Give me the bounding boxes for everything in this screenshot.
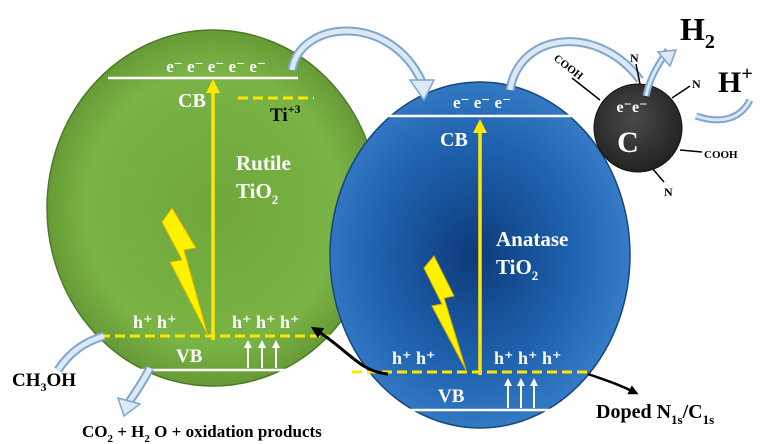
carbon-group-cooh-left: COOH <box>551 52 585 82</box>
carbon-group-cooh-right: COOH <box>704 149 738 161</box>
hplus-label: H+ <box>718 63 753 99</box>
lightning-icon <box>161 207 209 337</box>
anatase-cb-electrons: e⁻ e⁻ e⁻ <box>453 93 511 112</box>
hole-transfer-arrow <box>310 326 389 376</box>
doping-label: Doped N1s/C1s <box>596 401 714 427</box>
carbon-group-n-right: N <box>692 77 701 91</box>
carbon-group-n-bottom: N <box>664 185 673 199</box>
anatase-name: Anatase <box>496 227 568 251</box>
rutile-vb-label: VB <box>176 346 203 367</box>
rutile-formula: TiO2 <box>236 179 278 207</box>
anatase-particle: e⁻ e⁻ e⁻ CB Anatase TiO2 h⁺ h⁺ h⁺ h⁺ h⁺ … <box>329 81 631 429</box>
rutile-defect-label: Ti+3 <box>270 102 300 126</box>
anatase-holes-right: h⁺ h⁺ h⁺ <box>494 348 562 368</box>
anatase-vb-label: VB <box>438 386 465 407</box>
carbon-label: C <box>617 126 639 159</box>
oxidation-products-label: CO2 + H2 O + oxidation products <box>82 422 322 444</box>
methanol-arrow <box>54 331 106 373</box>
doping-arrow <box>587 372 639 395</box>
lightning-icon <box>423 255 467 371</box>
rutile-cb-label: CB <box>178 90 206 112</box>
anatase-holes-left: h⁺ h⁺ <box>392 348 436 368</box>
methanol-label: CH3OH <box>12 370 76 394</box>
rutile-particle: e⁻ e⁻ e⁻ e⁻ e⁻ CB Ti+3 Rutile TiO2 h⁺ h⁺… <box>46 29 380 387</box>
carbon-group-n-top: N <box>630 51 639 65</box>
rutile-cb-electrons: e⁻ e⁻ e⁻ e⁻ e⁻ <box>166 57 266 76</box>
anatase-formula: TiO2 <box>496 255 538 283</box>
anatase-cb-label: CB <box>440 129 468 151</box>
rutile-holes-right: h⁺ h⁺ h⁺ <box>232 312 300 332</box>
rutile-holes-left: h⁺ h⁺ <box>133 312 177 332</box>
rutile-name: Rutile <box>236 151 291 175</box>
h2-label: H2 <box>680 11 715 53</box>
carbon-electrons: e⁻e⁻ <box>616 99 647 116</box>
